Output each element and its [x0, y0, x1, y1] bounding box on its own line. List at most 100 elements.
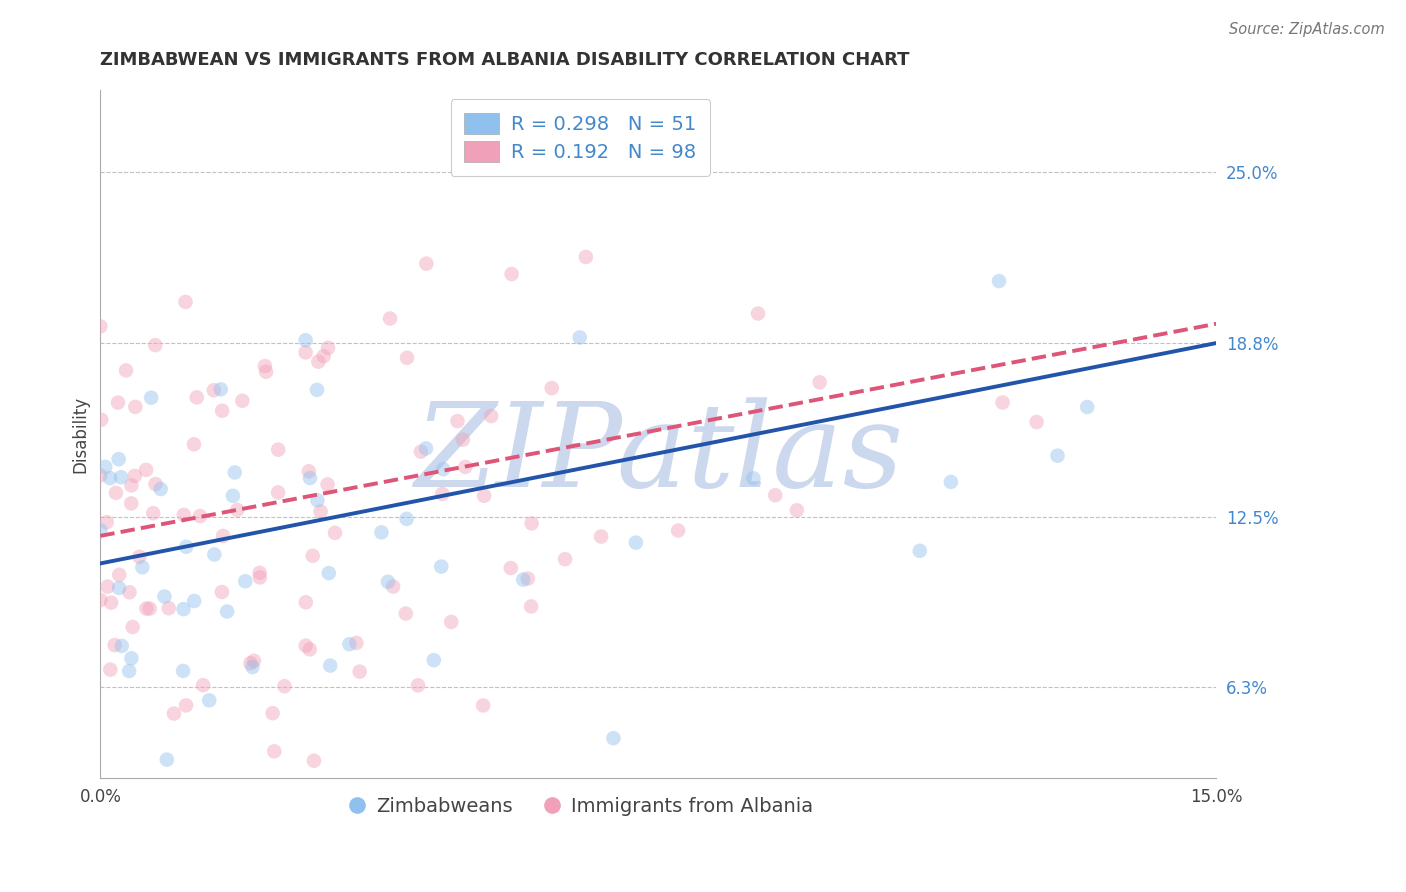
- Point: [415, 442, 437, 456]
- Point: [211, 585, 233, 599]
- Point: [624, 535, 647, 549]
- Point: [318, 566, 340, 580]
- Point: [378, 311, 401, 326]
- Point: [267, 442, 290, 457]
- Point: [89, 523, 111, 537]
- Point: [312, 349, 335, 363]
- Point: [108, 581, 131, 595]
- Point: [499, 561, 522, 575]
- Point: [446, 414, 468, 428]
- Point: [516, 572, 538, 586]
- Point: [294, 333, 316, 347]
- Point: [209, 382, 232, 396]
- Point: [1076, 400, 1098, 414]
- Point: [988, 274, 1011, 288]
- Point: [211, 403, 233, 417]
- Point: [100, 596, 122, 610]
- Point: [139, 391, 162, 405]
- Point: [131, 560, 153, 574]
- Point: [149, 482, 172, 496]
- Point: [263, 744, 285, 758]
- Point: [370, 525, 392, 540]
- Point: [139, 601, 162, 615]
- Point: [267, 485, 290, 500]
- Point: [198, 693, 221, 707]
- Point: [1046, 449, 1069, 463]
- Point: [233, 574, 256, 589]
- Point: [173, 508, 195, 522]
- Point: [183, 594, 205, 608]
- Point: [472, 489, 495, 503]
- Point: [191, 678, 214, 692]
- Point: [202, 548, 225, 562]
- Point: [94, 459, 117, 474]
- Point: [89, 593, 111, 607]
- Point: [520, 516, 543, 531]
- Point: [107, 452, 129, 467]
- Point: [120, 651, 142, 665]
- Point: [309, 504, 332, 518]
- Point: [316, 341, 339, 355]
- Point: [202, 383, 225, 397]
- Text: ZIMBABWEAN VS IMMIGRANTS FROM ALBANIA DISABILITY CORRELATION CHART: ZIMBABWEAN VS IMMIGRANTS FROM ALBANIA DI…: [100, 51, 910, 69]
- Point: [243, 654, 266, 668]
- Point: [174, 540, 197, 554]
- Point: [212, 529, 235, 543]
- Point: [254, 365, 277, 379]
- Point: [763, 488, 786, 502]
- Point: [432, 487, 454, 501]
- Point: [128, 549, 150, 564]
- Point: [786, 503, 808, 517]
- Point: [423, 653, 446, 667]
- Point: [217, 605, 239, 619]
- Point: [173, 602, 195, 616]
- Point: [440, 615, 463, 629]
- Point: [294, 639, 316, 653]
- Point: [382, 580, 405, 594]
- Point: [298, 642, 321, 657]
- Point: [118, 664, 141, 678]
- Y-axis label: Disability: Disability: [72, 395, 89, 473]
- Point: [307, 493, 329, 508]
- Point: [142, 506, 165, 520]
- Point: [262, 706, 284, 721]
- Point: [120, 496, 142, 510]
- Point: [395, 351, 418, 365]
- Point: [96, 580, 118, 594]
- Point: [1025, 415, 1047, 429]
- Point: [108, 567, 131, 582]
- Point: [124, 400, 146, 414]
- Point: [666, 524, 689, 538]
- Point: [395, 512, 418, 526]
- Point: [512, 573, 534, 587]
- Point: [96, 515, 118, 529]
- Point: [89, 468, 111, 483]
- Point: [153, 590, 176, 604]
- Point: [395, 607, 418, 621]
- Point: [174, 698, 197, 713]
- Point: [143, 338, 166, 352]
- Point: [991, 395, 1014, 409]
- Point: [305, 383, 328, 397]
- Point: [298, 464, 321, 478]
- Point: [323, 525, 346, 540]
- Point: [156, 753, 179, 767]
- Point: [349, 665, 371, 679]
- Point: [186, 391, 208, 405]
- Point: [249, 570, 271, 584]
- Point: [377, 574, 399, 589]
- Point: [115, 363, 138, 377]
- Point: [224, 466, 246, 480]
- Point: [118, 585, 141, 599]
- Point: [172, 664, 194, 678]
- Text: ZIPatlas: ZIPatlas: [413, 397, 903, 512]
- Point: [602, 731, 624, 746]
- Point: [107, 395, 129, 409]
- Legend: Zimbabweans, Immigrants from Albania: Zimbabweans, Immigrants from Albania: [339, 789, 821, 823]
- Point: [157, 601, 180, 615]
- Point: [451, 433, 474, 447]
- Point: [747, 307, 769, 321]
- Point: [319, 658, 342, 673]
- Point: [501, 267, 523, 281]
- Point: [222, 489, 245, 503]
